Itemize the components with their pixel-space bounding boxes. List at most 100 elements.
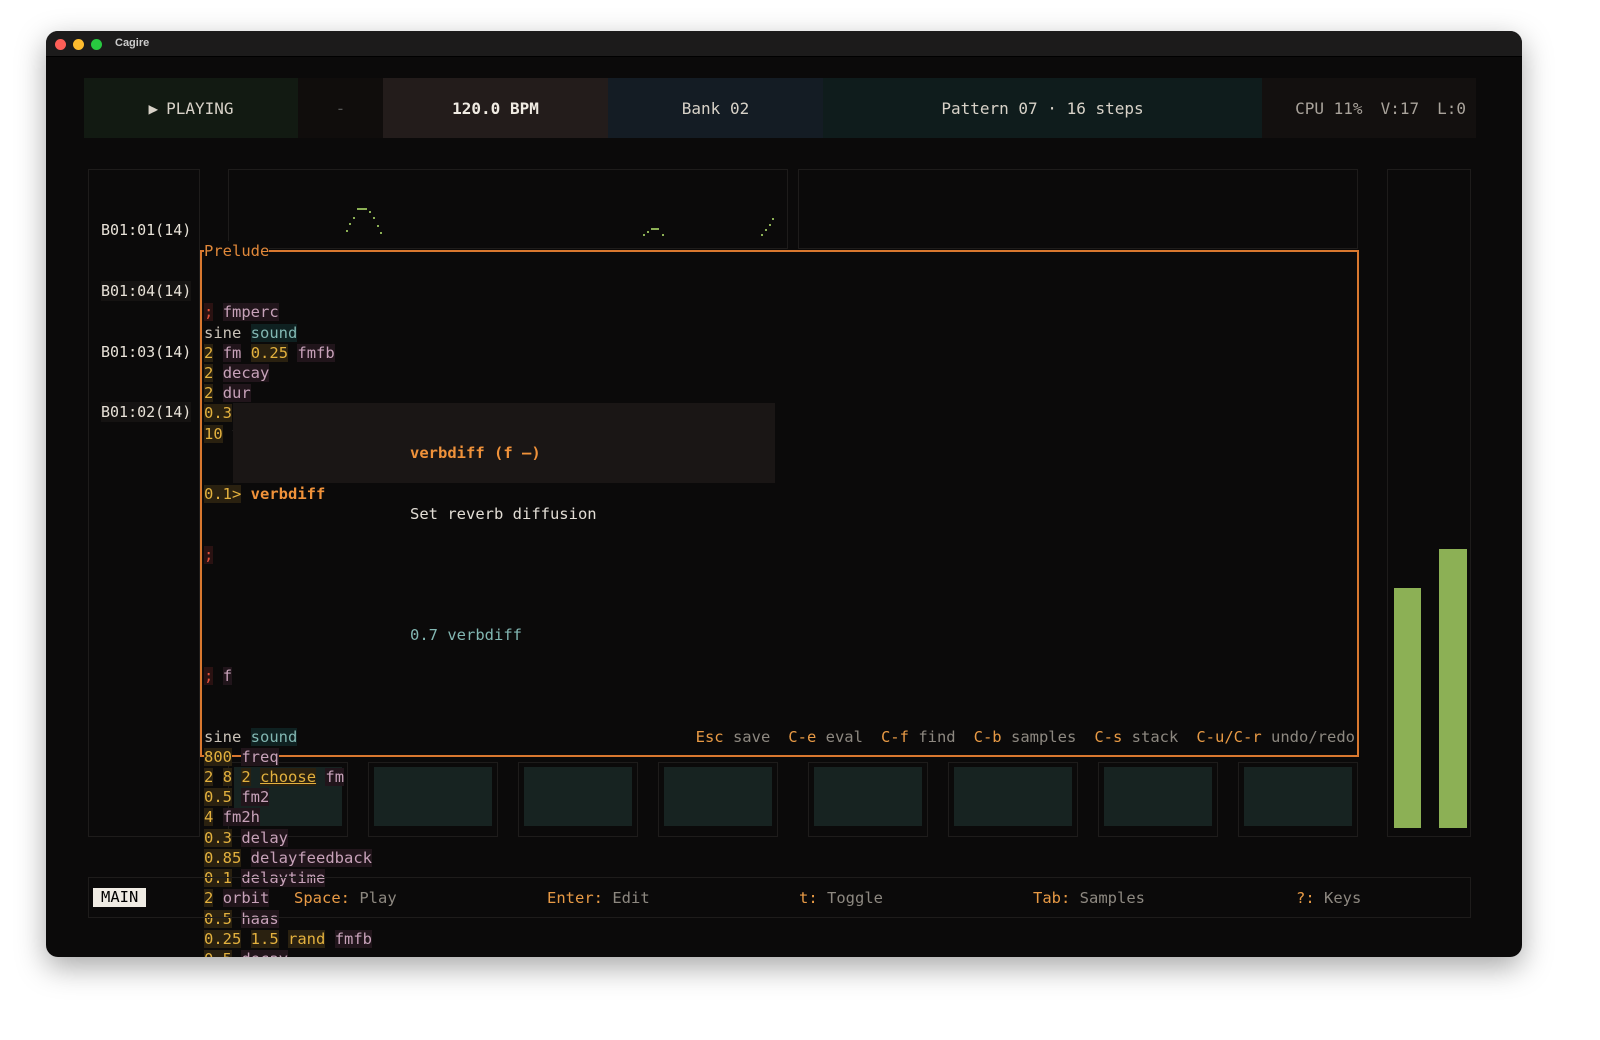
bank-display[interactable]: Bank 02 bbox=[608, 78, 823, 138]
slot-list: B01:01(14) B01:04(14) B01:03(14) B01:02(… bbox=[88, 169, 200, 837]
step-pad[interactable] bbox=[1238, 762, 1358, 837]
level-meter-panel bbox=[1387, 169, 1471, 837]
completion-signature: verbdiff (f —) bbox=[410, 444, 541, 463]
code-token: freq bbox=[241, 747, 279, 766]
pattern-display[interactable]: Pattern 07 · 16 steps bbox=[823, 78, 1262, 138]
code-token: fm bbox=[325, 768, 345, 787]
code-token bbox=[241, 324, 250, 342]
latency: L:0 bbox=[1437, 98, 1466, 118]
code-token: decay bbox=[241, 949, 289, 957]
code-line[interactable]: sine sound bbox=[204, 323, 372, 343]
shortcut-key: C-b bbox=[973, 728, 1002, 746]
code-token: delayfeedback bbox=[250, 848, 372, 867]
completion-description: Set reverb diffusion bbox=[410, 505, 597, 524]
minimize-button[interactable] bbox=[73, 39, 84, 50]
level-meter-right bbox=[1439, 548, 1467, 828]
cpu-usage: CPU 11% bbox=[1295, 98, 1363, 118]
code-token bbox=[251, 768, 260, 786]
hint-key: t: bbox=[799, 889, 818, 907]
code-line[interactable]: 0.25 1.5 rand fmfb bbox=[204, 929, 373, 949]
code-line[interactable]: 0.5 decay bbox=[204, 949, 372, 957]
slot-item[interactable]: B01:03(14) bbox=[101, 342, 192, 361]
spectrum-panel bbox=[798, 169, 1358, 249]
footer-hint[interactable]: t: Toggle bbox=[799, 888, 883, 908]
code-line[interactable]: 0.5 fm2 bbox=[204, 787, 372, 807]
maximize-button[interactable] bbox=[91, 39, 102, 50]
shortcut-hint: C-f find bbox=[881, 727, 956, 747]
code-token: fm bbox=[222, 343, 242, 362]
code-token bbox=[232, 950, 241, 957]
shortcut-key: C-u/C-r bbox=[1196, 728, 1262, 746]
play-status[interactable]: ▶ PLAYING bbox=[84, 78, 298, 138]
bpm-display[interactable]: 120.0 BPM bbox=[383, 78, 608, 138]
waveform-scope bbox=[346, 208, 774, 236]
code-token bbox=[213, 384, 222, 402]
code-line[interactable]: 800 freq bbox=[204, 747, 372, 767]
footer-hint[interactable]: Space: Play bbox=[294, 888, 397, 908]
hint-label: Edit bbox=[612, 889, 650, 907]
scope-panel bbox=[228, 169, 788, 249]
code-token: choose bbox=[260, 768, 317, 787]
completion-item[interactable]: verbdiff bbox=[250, 485, 326, 504]
completion-line[interactable]: 0.1> verbdiff bbox=[204, 484, 372, 504]
code-token bbox=[241, 344, 250, 362]
step-pad[interactable] bbox=[1098, 762, 1218, 837]
footer-bar: MAIN Space: Play Enter: Edit t: Toggle Tab:… bbox=[88, 877, 1471, 918]
mode-badge: MAIN bbox=[93, 888, 147, 907]
code-line[interactable]: 2 dur bbox=[204, 383, 372, 403]
code-line[interactable]: 0.1 delaytime bbox=[204, 868, 372, 888]
hint-key: Space: bbox=[294, 889, 350, 907]
code-token bbox=[213, 364, 222, 382]
close-button[interactable] bbox=[55, 39, 66, 50]
app-window: Cagire ▶ PLAYING - 120.0 BPM Bank 02 Patt… bbox=[46, 31, 1522, 957]
slot-item[interactable]: B01:01(14) bbox=[101, 221, 192, 240]
hint-label: Samples bbox=[1079, 889, 1145, 907]
step-pad[interactable] bbox=[808, 762, 928, 837]
code-line[interactable]: ; fmperc bbox=[204, 302, 372, 322]
code-line[interactable]: 2 8 2 choose fm bbox=[204, 767, 372, 787]
code-line[interactable]: 4 fm2h bbox=[204, 807, 372, 827]
slot-item[interactable]: B01:04(14) bbox=[101, 281, 192, 302]
step-pad[interactable] bbox=[948, 762, 1078, 837]
code-line[interactable]: 2 orbit bbox=[204, 888, 372, 908]
code-area[interactable]: ; fmperc sine sound 2 fm 0.25 fmfb 2 decay 2… bbox=[204, 262, 373, 957]
code-token: sound bbox=[250, 727, 298, 746]
step-pad[interactable] bbox=[658, 762, 778, 837]
slot-item[interactable]: B01:02(14) bbox=[101, 402, 192, 423]
code-token: 0.25 bbox=[204, 929, 242, 948]
status-label: PLAYING bbox=[166, 98, 234, 118]
code-token: 4 bbox=[204, 808, 214, 827]
code-line[interactable]: ; f bbox=[204, 666, 372, 686]
code-token: 1.5 bbox=[250, 929, 279, 948]
step-pad[interactable] bbox=[518, 762, 638, 837]
code-line[interactable]: 0.5 haas bbox=[204, 909, 372, 929]
shortcut-hint: C-s stack bbox=[1094, 727, 1178, 747]
code-line[interactable]: 2 fm 0.25 fmfb bbox=[204, 343, 372, 363]
code-token: 2 bbox=[204, 364, 214, 383]
code-token: 8 bbox=[222, 768, 233, 787]
editor-shortcuts: Esc save C-e eval C-f find C-b samples C-s s… bbox=[696, 727, 1355, 747]
code-token: 0.5 bbox=[204, 909, 232, 928]
code-line[interactable]: 2 decay bbox=[204, 363, 372, 383]
shortcut-hint: C-e eval bbox=[788, 727, 863, 747]
step-pad[interactable] bbox=[368, 762, 498, 837]
code-line[interactable]: 0.85 delayfeedback bbox=[204, 848, 372, 868]
code-token: 2 bbox=[204, 343, 214, 362]
title-bar: Cagire bbox=[46, 31, 1522, 57]
hint-key: Tab: bbox=[1033, 889, 1071, 907]
dash: - bbox=[298, 78, 383, 138]
code-token bbox=[316, 768, 325, 786]
footer-hint[interactable]: Enter: Edit bbox=[547, 888, 650, 908]
code-token bbox=[232, 748, 241, 766]
play-icon: ▶ bbox=[148, 98, 159, 118]
shortcut-label: eval bbox=[825, 728, 863, 746]
code-token: 2 bbox=[204, 384, 214, 403]
code-token bbox=[213, 768, 222, 786]
code-token: 2 bbox=[241, 768, 251, 787]
footer-hint[interactable]: Tab: Samples bbox=[1033, 888, 1145, 908]
code-token bbox=[232, 829, 241, 847]
code-line[interactable]: 0.3 delay bbox=[204, 828, 372, 848]
code-line[interactable]: sine sound bbox=[204, 727, 372, 747]
shortcut-key: C-s bbox=[1094, 728, 1123, 746]
footer-hint[interactable]: ?: Keys bbox=[1296, 888, 1361, 908]
